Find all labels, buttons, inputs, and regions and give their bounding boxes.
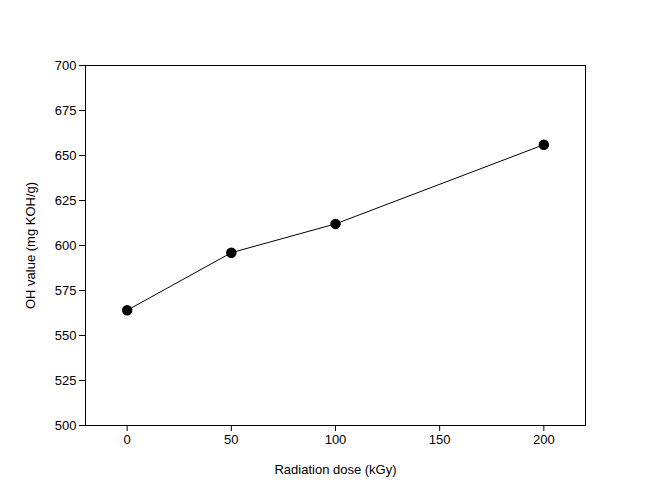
svg-text:575: 575 (55, 283, 77, 298)
svg-text:Radiation dose (kGy): Radiation dose (kGy) (274, 462, 396, 477)
svg-text:650: 650 (55, 148, 77, 163)
svg-text:625: 625 (55, 193, 77, 208)
svg-text:100: 100 (325, 432, 347, 447)
svg-text:0: 0 (124, 432, 131, 447)
svg-text:50: 50 (224, 432, 238, 447)
svg-text:525: 525 (55, 373, 77, 388)
svg-text:500: 500 (55, 418, 77, 433)
svg-text:675: 675 (55, 103, 77, 118)
svg-text:700: 700 (55, 58, 77, 73)
svg-text:600: 600 (55, 238, 77, 253)
svg-text:550: 550 (55, 328, 77, 343)
svg-text:150: 150 (429, 432, 451, 447)
svg-text:200: 200 (533, 432, 555, 447)
svg-text:OH value (mg KOH/g): OH value (mg KOH/g) (23, 182, 38, 309)
